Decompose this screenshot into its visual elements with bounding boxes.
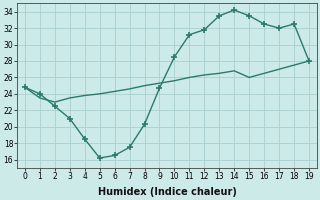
X-axis label: Humidex (Indice chaleur): Humidex (Indice chaleur) xyxy=(98,187,236,197)
